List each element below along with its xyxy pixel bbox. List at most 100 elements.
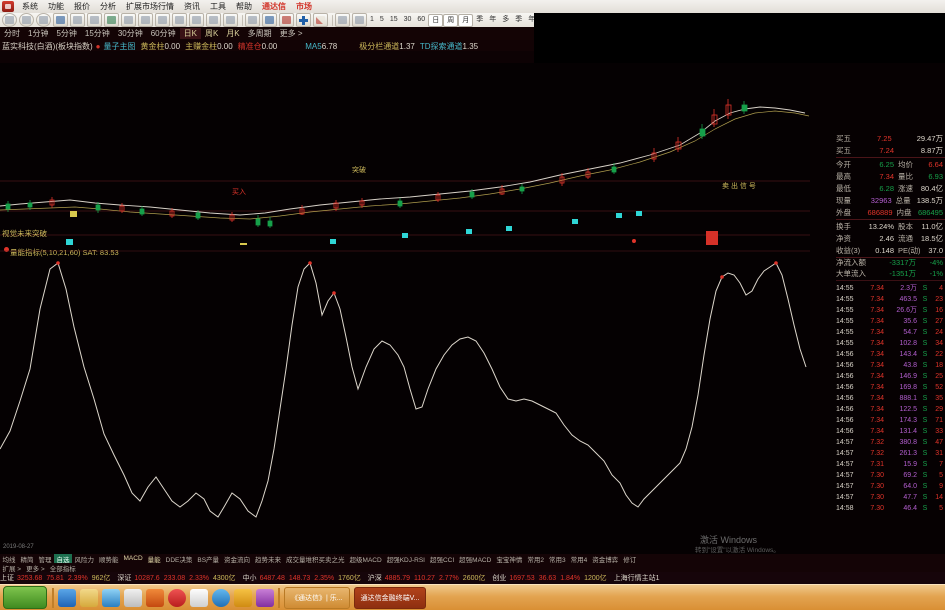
layout-icon[interactable] (189, 13, 204, 27)
period-button-multi[interactable]: 多 (499, 13, 512, 27)
sector-icon[interactable] (87, 13, 102, 27)
periodbar-item-weekk[interactable]: 周K (201, 28, 222, 39)
download-icon[interactable] (256, 589, 274, 607)
menu-item-news[interactable]: 资讯 (179, 0, 205, 13)
period-button-quarter[interactable]: 季 (473, 13, 486, 27)
periodbar-item-60min[interactable]: 60分钟 (147, 28, 180, 39)
tab-baobao[interactable]: 宝宝神情 (494, 554, 525, 563)
tab-capitalflow[interactable]: 资金流向 (222, 554, 253, 563)
tab-edit[interactable]: 修订 (621, 554, 639, 563)
tab-common2[interactable]: 常用2 (525, 554, 547, 563)
index-group-sh[interactable]: 上证 3253.68 75.81 2.39% 962亿 (0, 573, 117, 583)
tab-all-indicators[interactable]: 全部指标 (47, 563, 78, 573)
tab-macd[interactable]: MACD (121, 555, 145, 562)
tab-trendpower[interactable]: 顺势能 (97, 554, 122, 563)
tab-common4[interactable]: 常用4 (568, 554, 590, 563)
folder-icon[interactable] (102, 589, 120, 607)
menu-item-tools[interactable]: 工具 (205, 0, 231, 13)
alert-icon[interactable] (279, 13, 294, 27)
graph-icon[interactable] (206, 13, 221, 27)
period-button-60[interactable]: 60 (414, 13, 428, 27)
periodbar-item-intraday[interactable]: 分时 (0, 28, 24, 39)
note-icon[interactable] (245, 13, 260, 27)
period-button-15[interactable]: 15 (387, 13, 401, 27)
periodbar-item-more[interactable]: 更多 > (276, 28, 307, 39)
menu-item-tdx[interactable]: 通达信 (257, 0, 291, 13)
tab-bs[interactable]: BS产量 (195, 554, 222, 563)
periodbar-item-dayk[interactable]: 日K (180, 28, 201, 39)
period-button-week[interactable]: 周 (443, 14, 458, 27)
formula-icon[interactable] (262, 13, 277, 27)
taskbar-window-2[interactable]: 通达信金融终端V... (354, 587, 427, 609)
indicator-panel[interactable] (0, 249, 810, 554)
menu-item-analysis[interactable]: 分析 (95, 0, 121, 13)
video-icon[interactable] (190, 589, 208, 607)
market-table-icon[interactable] (70, 13, 85, 27)
block-icon[interactable] (172, 13, 187, 27)
tab-dde[interactable]: DDE决策 (163, 554, 195, 563)
explorer-icon[interactable] (80, 589, 98, 607)
grid-icon[interactable] (155, 13, 170, 27)
quote-panel[interactable]: 买五 7.25 29.47万 买五 7.24 8.87万 今开 6.25 均价 … (810, 63, 945, 554)
menu-item-market[interactable]: 市场 (291, 0, 317, 13)
capture-icon[interactable] (352, 13, 367, 27)
index-status-bar[interactable]: 上证 3253.68 75.81 2.39% 962亿 深证 10287.6 2… (0, 572, 945, 584)
media-icon[interactable] (124, 589, 142, 607)
menu-item-quote[interactable]: 报价 (69, 0, 95, 13)
period-button-5[interactable]: 5 (377, 13, 387, 27)
menu-item-extended-market[interactable]: 扩展市场行情 (121, 0, 179, 13)
back-icon[interactable] (2, 13, 17, 27)
tab-supercci[interactable]: 超强CCI (427, 554, 456, 563)
period-button-day[interactable]: 日 (428, 14, 443, 27)
frame-icon[interactable] (335, 13, 350, 27)
browser-icon[interactable] (58, 589, 76, 607)
connection-status[interactable]: 上海行情主站1 (614, 573, 670, 583)
taskbar-window-1[interactable]: 《通达信》| 乐... (284, 587, 350, 609)
tab-volume[interactable]: 量能 (145, 554, 163, 563)
quote-list-icon[interactable] (53, 13, 68, 27)
index-group-sz[interactable]: 深证 10287.6 233.08 2.33% 4300亿 (117, 573, 242, 583)
menu-item-function[interactable]: 功能 (43, 0, 69, 13)
multi-window-icon[interactable] (138, 13, 153, 27)
tab-volumestack[interactable]: 成交量堆积买卖之光 (284, 554, 348, 563)
periodbar-item-multicycle[interactable]: 多周期 (244, 28, 276, 39)
qq-icon[interactable] (168, 589, 186, 607)
index-group-cy[interactable]: 创业 1697.53 36.63 1.84% 1200亿 (492, 573, 613, 583)
music-icon[interactable] (212, 589, 230, 607)
tab-trendfuture[interactable]: 趋势未来 (253, 554, 284, 563)
periodbar-item-15min[interactable]: 15分钟 (81, 28, 114, 39)
index-group-zx[interactable]: 中小 6487.48 148.73 2.35% 1760亿 (243, 573, 368, 583)
period-button-1[interactable]: 1 (367, 13, 377, 27)
crosshair-icon[interactable] (296, 13, 311, 27)
tab-superkdj[interactable]: 超强KDJ-RSI (384, 554, 427, 563)
report-icon[interactable] (121, 13, 136, 27)
periodbar-item-monthk[interactable]: 月K (222, 28, 243, 39)
tab-capitalgame[interactable]: 资金博弈 (590, 554, 621, 563)
pencil-icon[interactable] (313, 13, 328, 27)
period-button-quarter-2[interactable]: 季 (512, 13, 525, 27)
compare-icon[interactable] (223, 13, 238, 27)
home-icon[interactable] (36, 13, 51, 27)
tab-common3[interactable]: 常用3 (546, 554, 568, 563)
kline-panel[interactable]: 买入 突破 卖 出 信 号 (0, 63, 810, 245)
indicator-tab-bar-row2[interactable]: 扩展 > 更多 > 全部指标 (0, 563, 945, 572)
index-group-hs[interactable]: 沪深 4885.79 110.27 2.77% 2600亿 (368, 573, 493, 583)
tab-supermacd2[interactable]: 超强MACD (457, 554, 494, 563)
shield-icon[interactable] (146, 589, 164, 607)
forward-icon[interactable] (19, 13, 34, 27)
tab-more[interactable]: 更多 > (24, 563, 48, 573)
start-button[interactable] (3, 586, 47, 609)
indicator-tab-bar[interactable]: 均线 精简 管理 自选 风险力 顺势能 MACD 量能 DDE决策 BS产量 资… (0, 554, 945, 563)
tab-extend[interactable]: 扩展 > (0, 563, 24, 573)
chart-area[interactable]: 买入 突破 卖 出 信 号 视觉未来突破 量能指标(5,10,21,60) SA… (0, 63, 810, 554)
period-button-30[interactable]: 30 (401, 13, 415, 27)
tab-supermacd[interactable]: 超级MACD (347, 554, 384, 563)
menu-item-help[interactable]: 帮助 (231, 0, 257, 13)
periodbar-item-5min[interactable]: 5分钟 (52, 28, 80, 39)
menu-item-system[interactable]: 系统 (17, 0, 43, 13)
periodbar-item-30min[interactable]: 30分钟 (114, 28, 147, 39)
checkmark-icon[interactable] (104, 13, 119, 27)
period-button-year[interactable]: 年 (486, 13, 499, 27)
period-button-month[interactable]: 月 (458, 14, 473, 27)
periodbar-item-1min[interactable]: 1分钟 (24, 28, 52, 39)
